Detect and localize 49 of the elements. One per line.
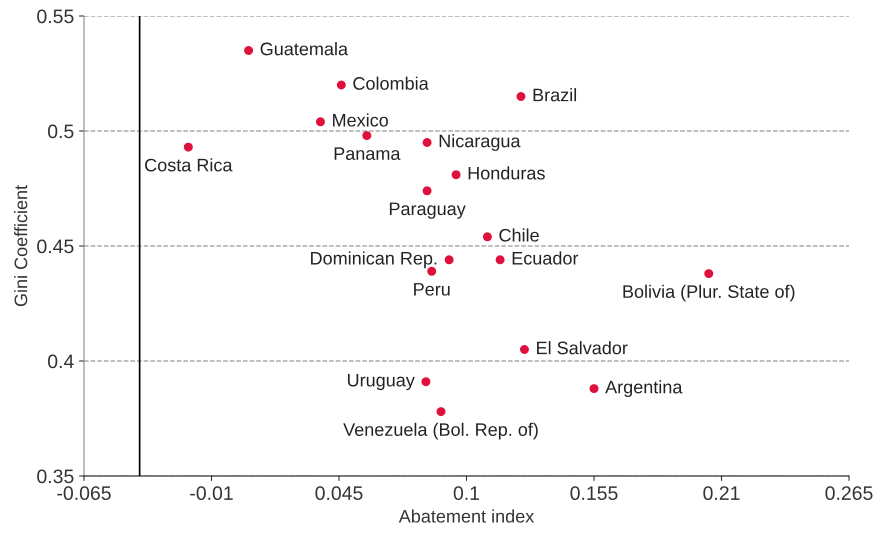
y-tick-label: 0.4 xyxy=(48,354,74,368)
point xyxy=(444,255,454,264)
point xyxy=(704,269,714,278)
point xyxy=(316,117,325,126)
point xyxy=(336,80,346,90)
annotation: Mexico xyxy=(333,113,388,127)
x-axis-title: Abatement index xyxy=(398,509,534,523)
x-tick-label: 0.265 xyxy=(825,486,873,500)
annotation: Dominican Rep. xyxy=(311,251,436,268)
point xyxy=(244,46,254,55)
x-tick-label: 0.1 xyxy=(454,486,480,500)
y-axis-title: Gini Coefficient xyxy=(14,185,28,306)
annotation: Colombia xyxy=(353,76,429,90)
annotation: Costa Rica xyxy=(145,158,232,172)
y-tick-label: 0.5 xyxy=(48,124,74,138)
point xyxy=(516,92,526,101)
annotation: El Salvador xyxy=(537,341,628,354)
y-tick-label: 0.35 xyxy=(37,469,74,484)
annotation: Ecuador xyxy=(512,251,578,265)
y-tick-label: 0.45 xyxy=(37,239,74,254)
annotation: Honduras xyxy=(468,166,545,180)
x-tick-label: 0.21 xyxy=(703,486,740,500)
point xyxy=(421,377,430,386)
annotation: Peru xyxy=(414,283,450,296)
point xyxy=(482,232,492,242)
point xyxy=(436,407,446,416)
annotation: Nicaragua xyxy=(440,134,520,151)
point xyxy=(422,138,432,147)
annotation: Uruguay xyxy=(348,374,415,390)
point xyxy=(590,384,598,394)
x-tick-label: 0.155 xyxy=(570,486,618,500)
point xyxy=(496,255,505,264)
x-tick-label: -0.01 xyxy=(190,486,233,500)
x-tick-label: -0.065 xyxy=(57,486,111,500)
point xyxy=(422,186,432,196)
annotation: Venezuela (Bol. Rep. of) xyxy=(343,422,538,440)
point xyxy=(362,131,372,140)
y-tick-label: 0.55 xyxy=(37,9,74,24)
point xyxy=(452,170,461,180)
annotation: Panama xyxy=(334,147,400,160)
annotation: Guatemala xyxy=(260,42,348,56)
annotation: Paraguay xyxy=(390,202,466,219)
annotation: Argentina xyxy=(605,380,682,398)
annotation: Brazil xyxy=(534,88,576,102)
annotation: Chile xyxy=(499,228,539,242)
point xyxy=(184,142,193,152)
x-tick-label: 0.045 xyxy=(315,486,363,500)
annotation: Bolivia (Plur. State of) xyxy=(623,284,794,302)
point xyxy=(520,345,529,354)
